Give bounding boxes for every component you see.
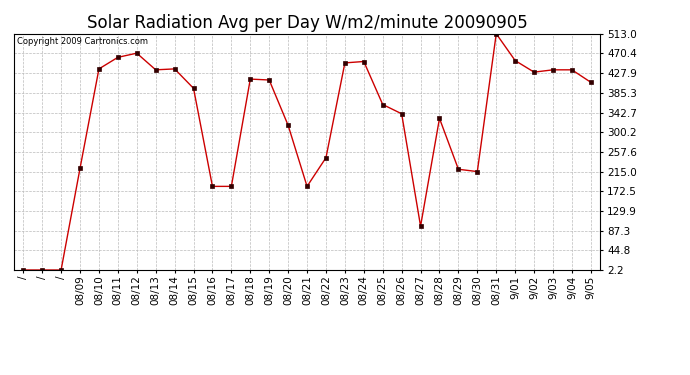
Text: Copyright 2009 Cartronics.com: Copyright 2009 Cartronics.com — [17, 37, 148, 46]
Title: Solar Radiation Avg per Day W/m2/minute 20090905: Solar Radiation Avg per Day W/m2/minute … — [87, 14, 527, 32]
